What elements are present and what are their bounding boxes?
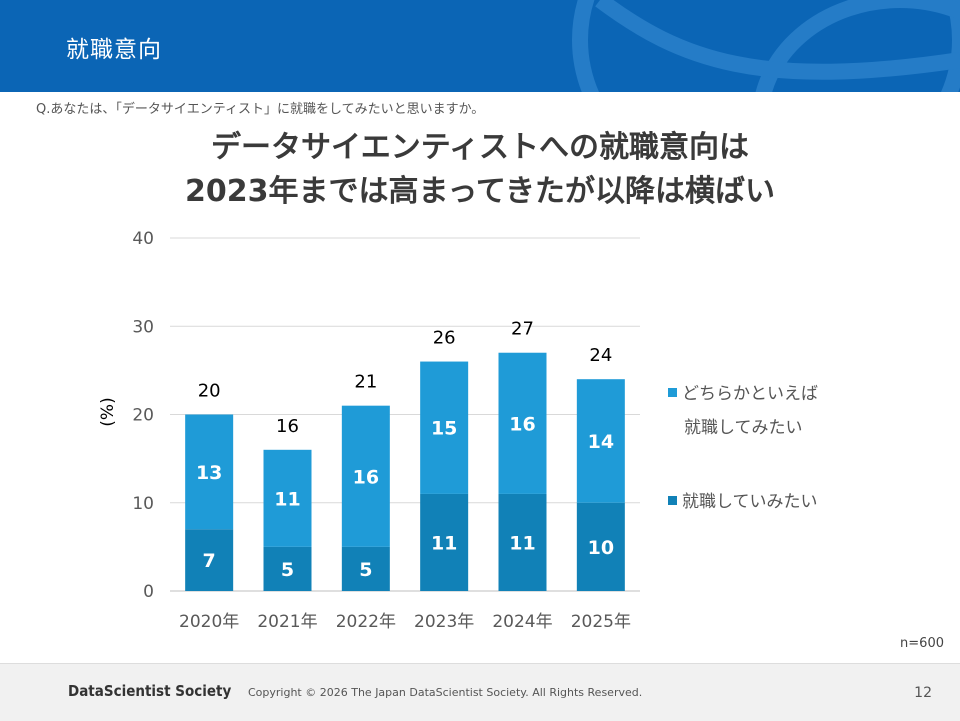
x-tick-label: 2025年 [571, 612, 631, 632]
segment-value-label: 16 [509, 413, 535, 435]
page-number: 12 [914, 685, 932, 701]
bar-segment-want [420, 493, 469, 591]
segment-value-label: 14 [588, 431, 614, 453]
copyright-text: Copyright © 2026 The Japan DataScientist… [248, 686, 643, 699]
total-value-label: 20 [198, 381, 221, 402]
segment-value-label: 11 [431, 532, 457, 554]
x-tick-label: 2022年 [336, 612, 396, 632]
total-value-label: 24 [589, 345, 612, 366]
bar-segment-want [341, 546, 390, 591]
bar-segment-somewhat [498, 352, 547, 494]
sample-size-note: n=600 [900, 636, 944, 651]
bar-segment-want [576, 502, 625, 591]
legend-label-somewhat-2: 就職してみたい [684, 418, 803, 438]
segment-value-label: 11 [509, 532, 535, 554]
headline: データサイエンティストへの就職意向は 2023年までは高まってきたが以降は横ばい [0, 126, 960, 214]
bar-segment-somewhat [420, 361, 469, 494]
total-value-label: 27 [511, 319, 534, 340]
y-tick-label: 0 [143, 582, 154, 602]
bar-segment-somewhat [185, 414, 234, 530]
x-tick-label: 2024年 [492, 612, 552, 632]
total-value-label: 26 [433, 328, 456, 349]
society-logo: DataScientist Society [68, 682, 232, 700]
legend-label-want: 就職していみたい [682, 492, 818, 512]
legend-entry-somewhat: どちらかといえば [668, 376, 818, 412]
y-tick-label: 40 [132, 229, 154, 249]
legend-entry-somewhat-line2: 就職してみたい [684, 410, 803, 446]
slide-header: 就職意向 [0, 0, 960, 92]
segment-value-label: 11 [274, 488, 300, 510]
bar-segment-somewhat [576, 379, 625, 503]
total-value-label: 21 [354, 372, 377, 393]
segment-value-label: 16 [353, 466, 379, 488]
segment-value-label: 15 [431, 418, 457, 440]
headline-line-2: 2023年までは高まってきたが以降は横ばい [185, 174, 775, 209]
bar-segment-want [185, 529, 234, 591]
segment-value-label: 5 [281, 559, 294, 581]
total-value-label: 16 [276, 416, 299, 437]
slide-title: 就職意向 [66, 37, 162, 63]
y-tick-label: 10 [132, 494, 154, 514]
y-tick-label: 30 [132, 317, 154, 337]
x-tick-label: 2020年 [179, 612, 239, 632]
survey-question: Q.あなたは、「データサイエンティスト」に就職をしてみたいと思いますか。 [36, 102, 485, 117]
x-tick-label: 2023年 [414, 612, 474, 632]
x-tick-label: 2021年 [257, 612, 317, 632]
segment-value-label: 5 [359, 559, 372, 581]
header-decoration [572, 0, 960, 92]
bar-segment-want [498, 493, 547, 591]
y-axis-label: (%) [98, 397, 118, 427]
segment-value-label: 7 [203, 550, 216, 572]
legend-label-somewhat-1: どちらかといえば [682, 384, 818, 404]
headline-line-1: データサイエンティストへの就職意向は [211, 130, 749, 165]
bar-segment-somewhat [263, 449, 312, 547]
bar-segment-somewhat [341, 405, 390, 547]
y-tick-label: 20 [132, 406, 154, 426]
segment-value-label: 13 [196, 462, 222, 484]
legend-entry-want: 就職していみたい [668, 484, 818, 520]
bar-segment-want [263, 546, 312, 591]
legend-swatch-dark [668, 496, 677, 505]
segment-value-label: 10 [588, 537, 614, 559]
legend-swatch-light [668, 388, 677, 397]
slide-footer: DataScientist Society Copyright © 2026 T… [0, 663, 960, 721]
